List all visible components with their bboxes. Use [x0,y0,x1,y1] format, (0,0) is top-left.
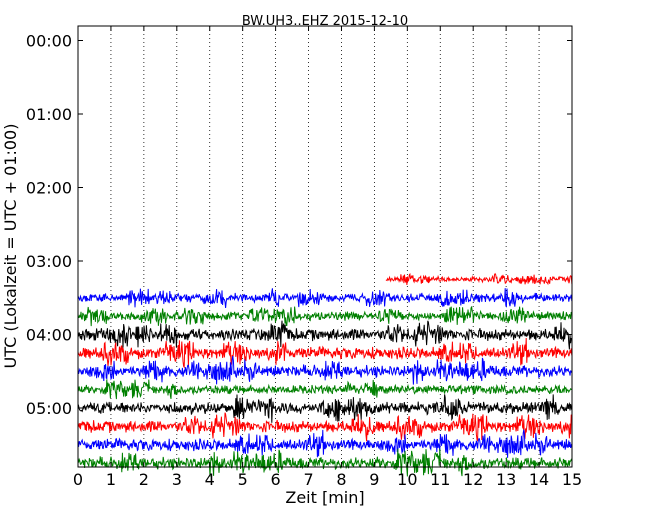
trace-line [385,272,573,286]
y-tick-label: 00:00 [26,32,72,51]
plot-frame [77,25,573,468]
x-tick-label: 1 [106,470,116,489]
trace-line [77,379,572,400]
y-tick-label: 01:00 [26,105,72,124]
trace-line [77,306,573,327]
grid-lines [110,26,540,467]
x-tick-label: 15 [562,470,582,489]
x-tick-label: 9 [369,470,379,489]
trace-line [77,448,573,477]
x-tick-label: 14 [529,470,549,489]
x-tick-label: 13 [496,470,516,489]
x-axis-label: Zeit [min] [285,488,364,507]
trace-line [77,320,573,350]
y-tick-label: 04:00 [26,326,72,345]
x-tick-label: 12 [463,470,483,489]
chart-title: BW.UH3..EHZ 2015-12-10 [242,14,408,29]
y-tick-label: 03:00 [26,252,72,271]
x-tick-label: 8 [336,470,346,489]
y-tick-label: 02:00 [26,179,72,198]
trace-line [77,288,573,309]
x-tick-label: 5 [238,470,248,489]
trace-line [77,412,573,443]
y-tick-label: 05:00 [26,399,72,418]
trace-line [77,337,573,369]
trace-line [77,429,573,458]
trace-group [77,272,573,477]
x-tick-label: 0 [73,470,83,489]
x-tick-label: 3 [172,470,182,489]
trace-line [77,394,573,423]
x-tick-label: 2 [139,470,149,489]
x-tick-label: 4 [205,470,215,489]
y-axis-label: UTC (Lokalzeit = UTC + 01:00) [1,124,20,369]
trace-line [77,356,573,385]
x-tick-label: 6 [271,470,281,489]
x-axis: 0 1 2 3 4 5 6 7 8 9 10 11 12 13 14 15 [73,26,582,489]
y-axis: 00:00 01:00 02:00 03:00 04:00 05:00 [26,32,572,418]
x-tick-label: 7 [303,470,313,489]
x-tick-label: 10 [397,470,417,489]
x-tick-label: 11 [430,470,450,489]
